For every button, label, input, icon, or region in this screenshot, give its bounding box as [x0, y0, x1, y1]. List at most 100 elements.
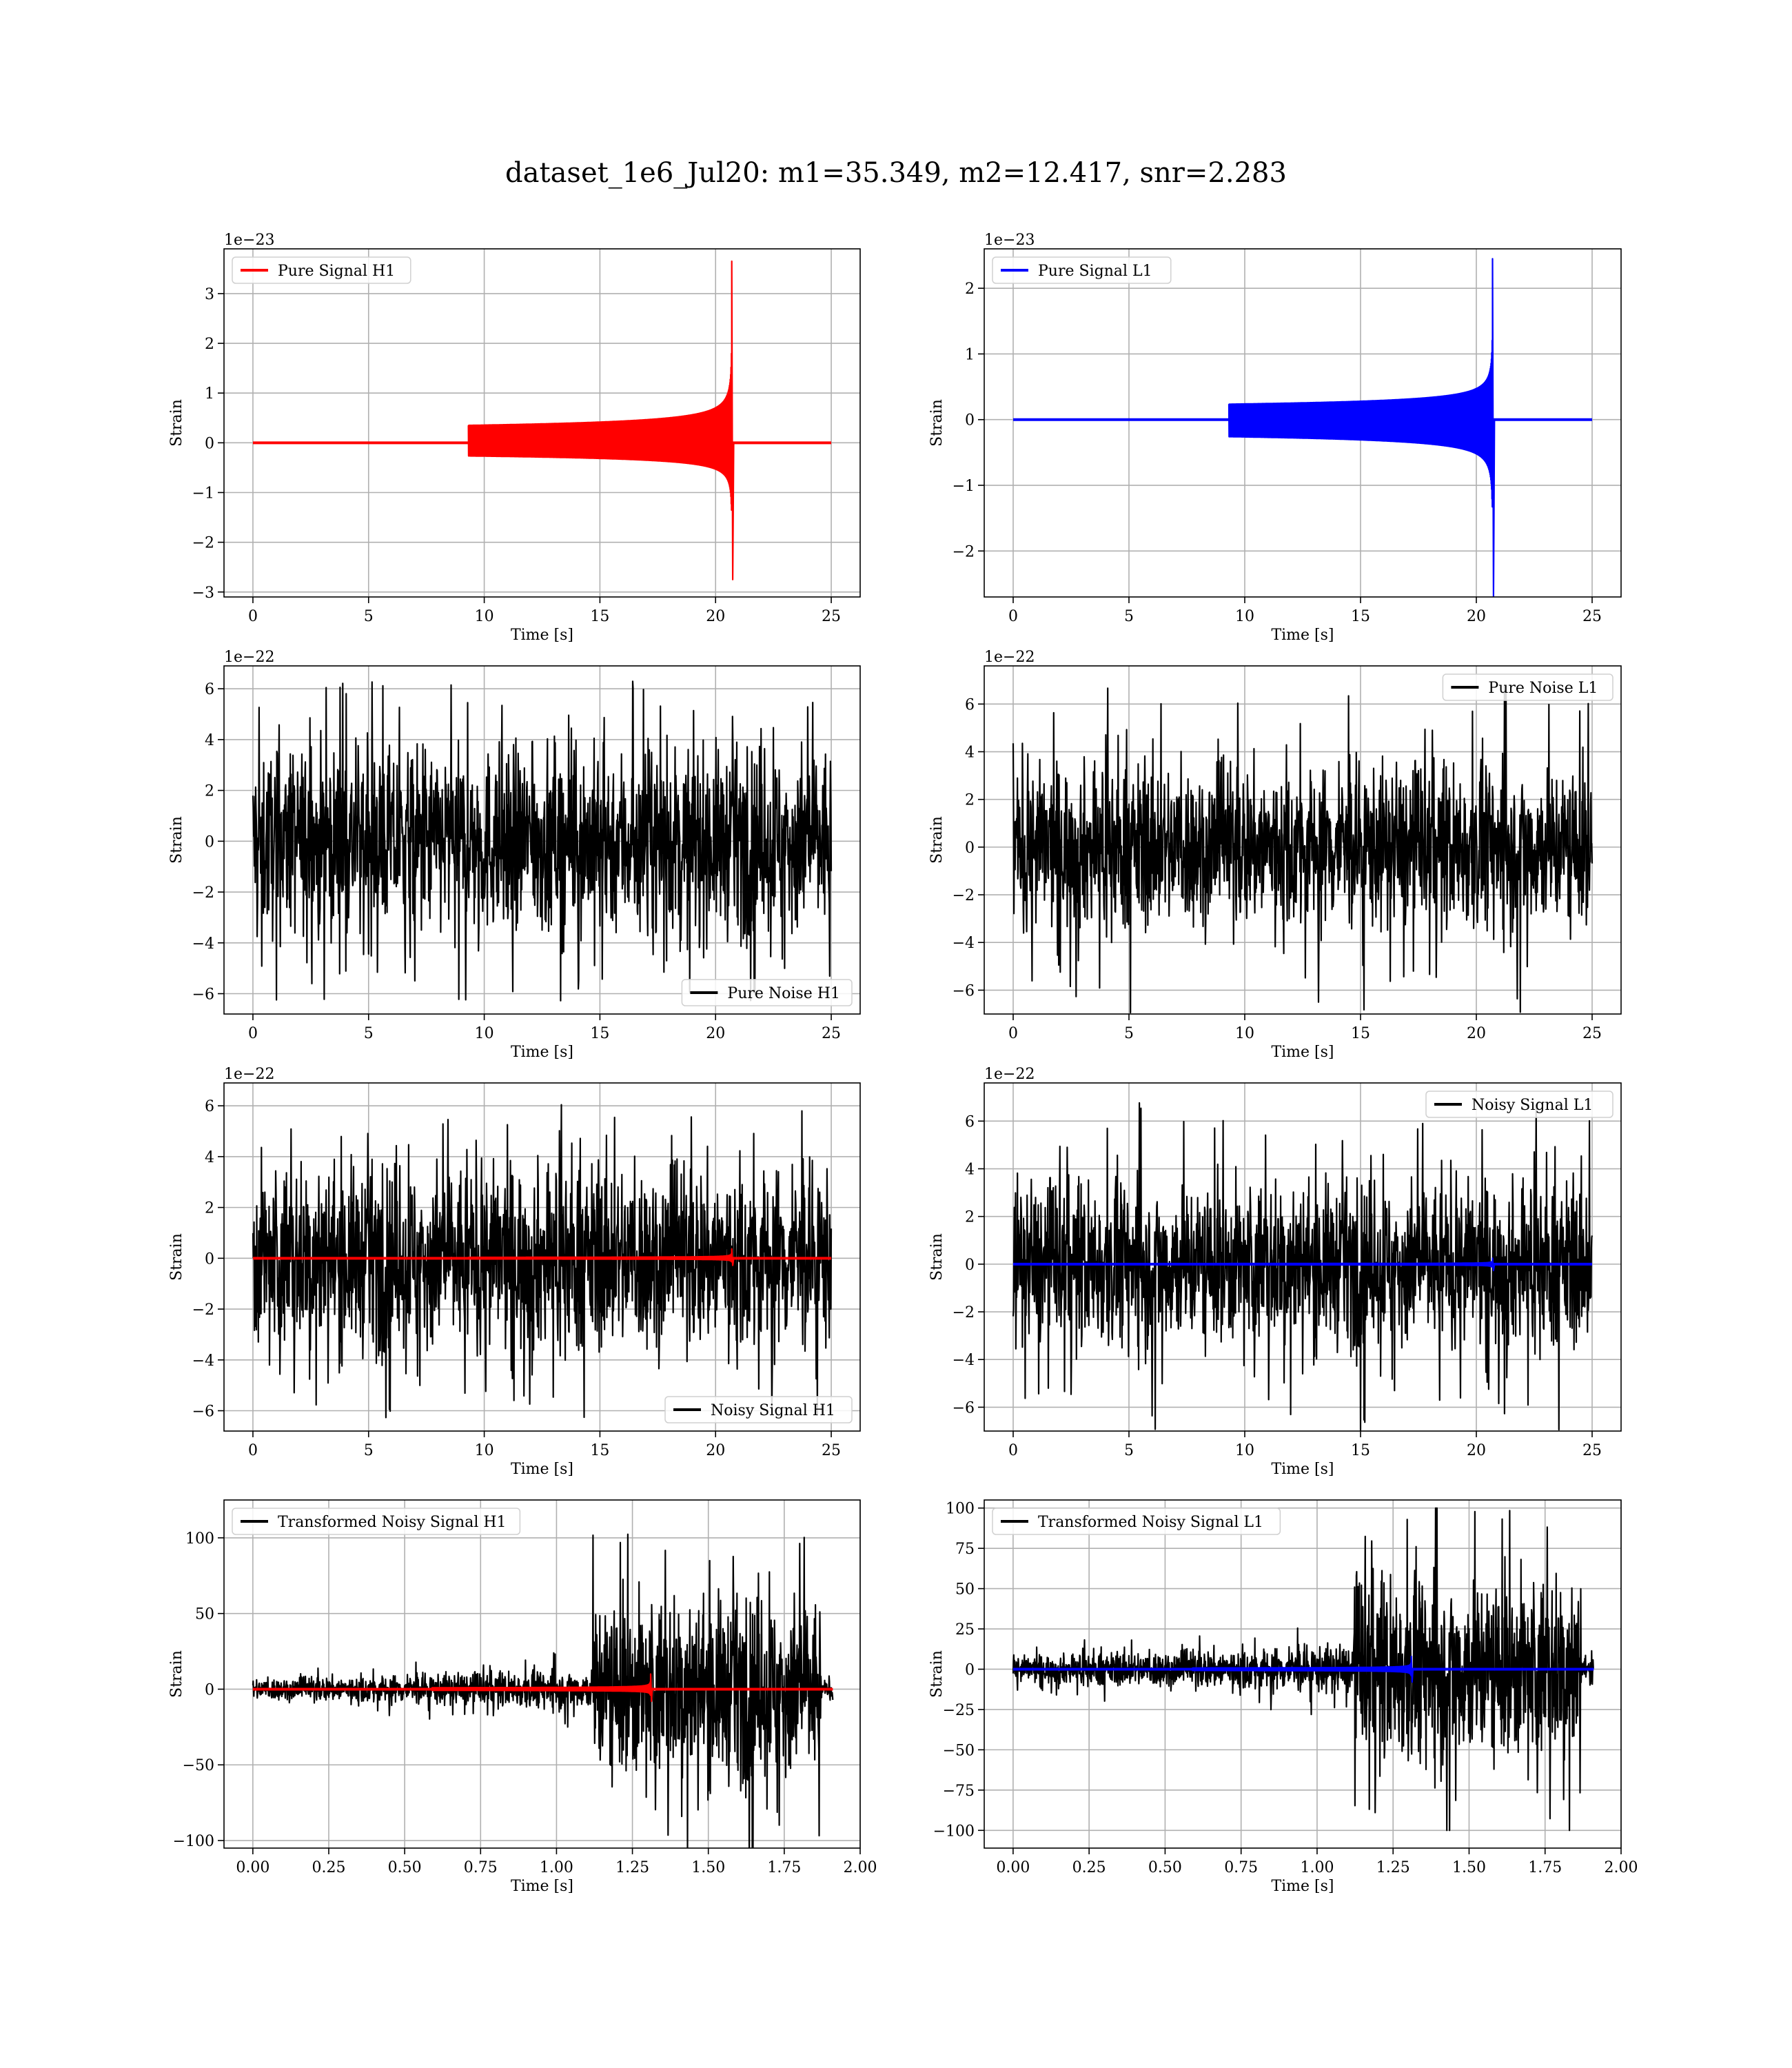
axes-frame — [984, 665, 1622, 1015]
x-tick-label: 0.25 — [1072, 1859, 1106, 1876]
y-tick-label: 0 — [205, 435, 214, 452]
axes-frame — [223, 665, 861, 1015]
y-tick-label: 0 — [205, 833, 214, 851]
y-tick-label: 2 — [205, 336, 214, 353]
y-tick-label: −1 — [192, 485, 214, 503]
y-tick-label: 1 — [965, 346, 975, 363]
legend-label: Pure Noise L1 — [1488, 680, 1598, 697]
x-tick-label: 25 — [1582, 608, 1602, 625]
x-tick-label: 5 — [364, 608, 374, 625]
x-tick-label: 2.00 — [1605, 1859, 1638, 1876]
axis-offset-text: 1e−23 — [224, 232, 274, 249]
y-tick-label: 2 — [205, 783, 214, 800]
plot-area — [252, 260, 832, 580]
x-tick-label: 0 — [248, 608, 258, 625]
x-tick-label: 10 — [1235, 608, 1254, 625]
x-tick-label: 0.75 — [1224, 1859, 1258, 1876]
y-tick-label: −2 — [192, 1301, 214, 1319]
y-tick-label: 4 — [205, 1149, 214, 1166]
axis-offset-text: 1e−22 — [984, 1066, 1035, 1083]
legend-box — [232, 256, 411, 284]
y-tick-label: −4 — [192, 1352, 214, 1370]
series-pure-signal-h1 — [467, 260, 735, 580]
x-tick-label: 10 — [1235, 1442, 1254, 1459]
y-tick-label: 2 — [205, 1200, 214, 1217]
y-tick-label: −2 — [953, 1304, 975, 1321]
axes-frame — [223, 1499, 861, 1849]
y-tick-label: −100 — [933, 1823, 975, 1840]
legend-label: Pure Noise H1 — [727, 985, 840, 1002]
x-axis-label: Time [s] — [1271, 627, 1334, 644]
y-tick-label: −100 — [173, 1833, 214, 1850]
legend-box — [664, 1396, 853, 1423]
x-tick-label: 0.50 — [1148, 1859, 1182, 1876]
series-noisy-signal-h1 — [252, 1104, 833, 1419]
x-tick-label: 15 — [590, 1442, 609, 1459]
subplot-8: 0.00 0.25 0.50 0.75 1.00 1.25 1.50 1.75 2.00 −100… — [928, 1499, 1638, 1895]
x-tick-label: 1.00 — [540, 1859, 573, 1876]
y-tick-label: 2 — [965, 792, 975, 809]
plot-area — [1013, 258, 1592, 597]
y-axis-label: Strain — [928, 1233, 946, 1281]
y-tick-label: 0 — [965, 1661, 975, 1679]
x-tick-label: 1.25 — [1376, 1859, 1410, 1876]
y-axis-label: Strain — [168, 1233, 185, 1281]
x-axis-label: Time [s] — [511, 1044, 573, 1061]
y-tick-label: −50 — [943, 1742, 975, 1759]
x-axis-label: Time [s] — [511, 1878, 573, 1895]
x-tick-label: 25 — [1582, 1442, 1602, 1459]
x-tick-label: 0 — [1008, 608, 1018, 625]
x-tick-label: 0 — [248, 1442, 258, 1459]
subplot-4: 0 5 10 15 20 25 −6 −4 −2 0 2 4 6 Time [s] Strain 1e−22 P… — [928, 649, 1622, 1061]
x-tick-label: 15 — [1351, 1025, 1370, 1042]
y-tick-label: −3 — [192, 585, 214, 602]
y-tick-label: 2 — [965, 1209, 975, 1226]
x-tick-label: 15 — [1351, 608, 1370, 625]
y-tick-label: −4 — [192, 935, 214, 953]
legend-label: Noisy Signal L1 — [1472, 1097, 1593, 1114]
x-tick-label: 10 — [475, 608, 494, 625]
legend-box — [992, 1508, 1281, 1535]
x-tick-label: 20 — [1467, 1442, 1486, 1459]
y-tick-label: −50 — [183, 1757, 214, 1774]
figure-title: dataset_1e6_Jul20: m1=35.349, m2=12.417,… — [505, 157, 1287, 189]
x-tick-label: 10 — [1235, 1025, 1254, 1042]
axes-frame — [223, 1082, 861, 1432]
legend-label: Pure Signal H1 — [278, 263, 395, 280]
y-tick-label: 6 — [205, 681, 214, 698]
y-tick-label: 50 — [195, 1606, 214, 1623]
axis-offset-text: 1e−22 — [224, 1066, 274, 1083]
y-tick-label: 6 — [965, 1113, 975, 1131]
x-tick-label: 1.25 — [615, 1859, 649, 1876]
y-tick-label: −6 — [192, 1403, 214, 1421]
series-transformed-noisy-signal-h1 — [252, 1533, 834, 1848]
x-tick-label: 20 — [1467, 608, 1486, 625]
y-tick-label: 0 — [205, 1681, 214, 1699]
legend-box — [681, 979, 853, 1006]
axis-offset-text: 1e−22 — [984, 649, 1035, 666]
y-tick-label: −1 — [953, 478, 975, 495]
x-tick-label: 15 — [590, 608, 609, 625]
x-tick-label: 1.75 — [1528, 1859, 1562, 1876]
legend-box — [1425, 1091, 1613, 1118]
legend-label: Noisy Signal H1 — [711, 1402, 835, 1419]
axis-offset-text: 1e−23 — [984, 232, 1035, 249]
legend: Noisy Signal H1 — [664, 1396, 853, 1423]
x-tick-label: 1.00 — [1300, 1859, 1334, 1876]
y-tick-label: −6 — [192, 986, 214, 1004]
y-tick-label: −75 — [943, 1783, 975, 1800]
x-tick-label: 5 — [1124, 1442, 1134, 1459]
y-tick-label: −4 — [953, 1352, 975, 1369]
plot-area — [252, 1533, 834, 1848]
x-tick-label: 25 — [822, 608, 841, 625]
x-tick-label: 20 — [706, 1025, 725, 1042]
x-tick-label: 5 — [1124, 1025, 1134, 1042]
x-tick-label: 25 — [1582, 1025, 1602, 1042]
legend-label: Transformed Noisy Signal L1 — [1038, 1514, 1263, 1531]
y-tick-label: −2 — [953, 887, 975, 904]
legend: Pure Signal H1 — [232, 256, 411, 284]
y-tick-label: 25 — [955, 1621, 975, 1639]
y-tick-label: 50 — [955, 1581, 975, 1599]
x-tick-label: 0.00 — [996, 1859, 1030, 1876]
series-pure-noise-h1 — [252, 680, 833, 1002]
